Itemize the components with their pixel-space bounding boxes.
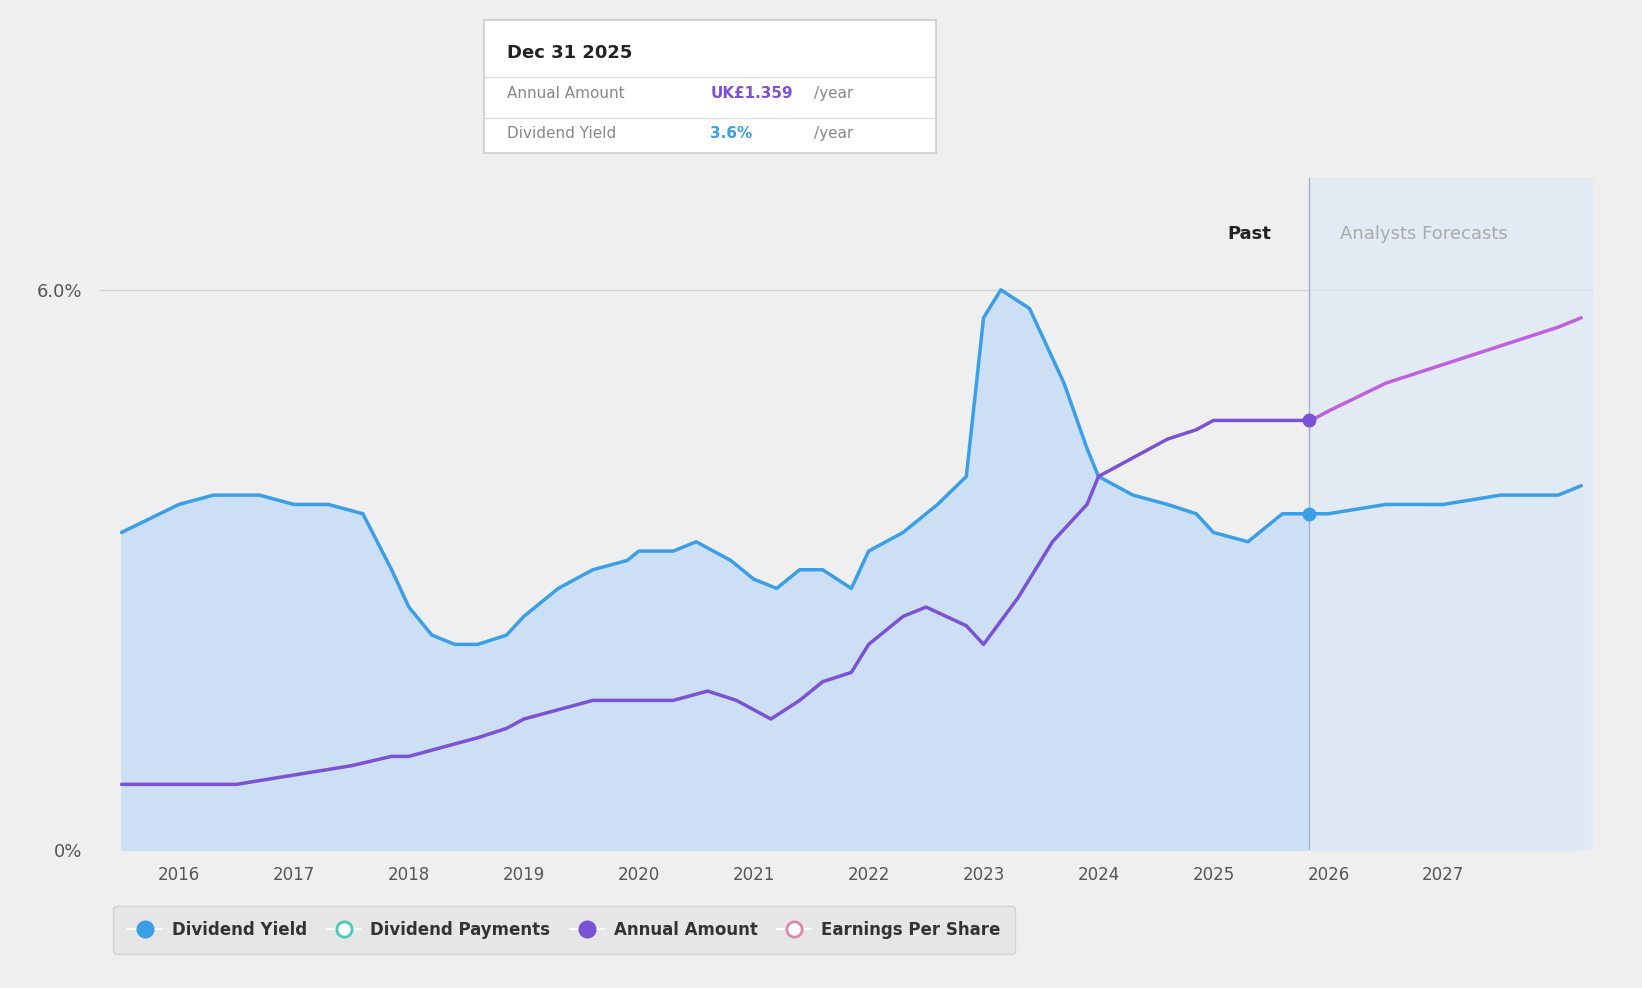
Text: Past: Past xyxy=(1227,225,1271,243)
Text: Annual Amount: Annual Amount xyxy=(507,87,624,102)
Text: 3.6%: 3.6% xyxy=(711,126,752,141)
Legend: Dividend Yield, Dividend Payments, Annual Amount, Earnings Per Share: Dividend Yield, Dividend Payments, Annua… xyxy=(113,906,1015,953)
Text: Dec 31 2025: Dec 31 2025 xyxy=(507,43,632,62)
Text: Analysts Forecasts: Analysts Forecasts xyxy=(1340,225,1507,243)
Text: /year: /year xyxy=(814,126,854,141)
Text: Dividend Yield: Dividend Yield xyxy=(507,126,616,141)
Text: /year: /year xyxy=(814,87,854,102)
Bar xyxy=(1309,178,1593,850)
Text: UK£1.359: UK£1.359 xyxy=(711,87,793,102)
